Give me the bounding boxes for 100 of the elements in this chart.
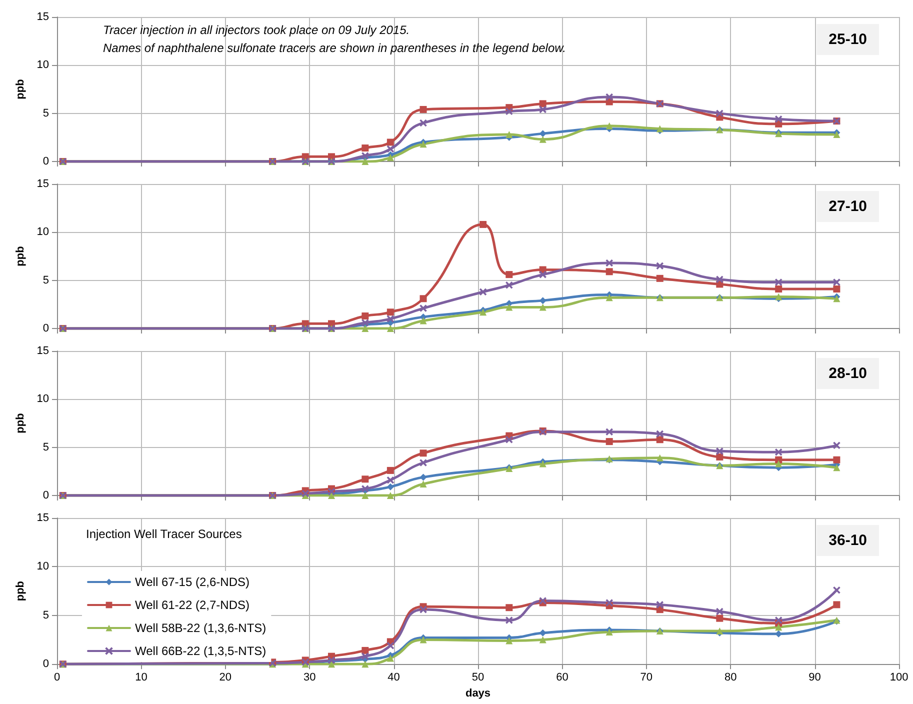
point	[419, 119, 428, 127]
annotation: Names of naphthalene sulfonate tracers are shown in parentheses in the legend below.	[103, 41, 566, 55]
point	[419, 458, 428, 467]
text: 25-10	[828, 31, 868, 48]
point	[606, 268, 613, 276]
point	[386, 466, 394, 474]
point	[506, 271, 513, 278]
point	[539, 636, 546, 644]
y-tick-label: 0	[42, 490, 49, 502]
point	[605, 93, 614, 101]
point	[605, 428, 614, 436]
y-tick-label: 15	[36, 11, 49, 23]
point	[833, 464, 840, 472]
point	[420, 317, 427, 324]
point	[506, 304, 513, 311]
point	[539, 297, 546, 304]
point	[361, 318, 370, 327]
legend-title: Injection Well Tracer Sources	[86, 527, 242, 541]
point	[606, 294, 613, 302]
point	[505, 616, 514, 624]
point	[538, 596, 547, 605]
point	[606, 122, 613, 130]
x-tick-label: 70	[640, 672, 653, 684]
point	[774, 616, 782, 624]
point	[362, 660, 369, 668]
point	[605, 598, 614, 607]
point	[656, 436, 664, 444]
y-tick-label: 15	[36, 178, 49, 190]
legend-label: Well 58B-22 (1,3,6-NTS)	[135, 621, 266, 635]
point	[361, 152, 370, 160]
point	[362, 312, 369, 320]
point	[361, 484, 370, 493]
point	[775, 460, 782, 468]
point	[539, 130, 546, 138]
point	[506, 637, 513, 644]
x-tick-label: 30	[303, 672, 316, 684]
point	[386, 325, 394, 332]
annotation: Tracer injection in all injectors took place on 09 July 2015.	[103, 23, 410, 37]
text: 36-10	[828, 532, 868, 549]
y-axis-title: ppb	[14, 580, 26, 602]
point	[775, 286, 782, 293]
legend-label: Well 61-22 (2,7-NDS)	[135, 598, 250, 612]
point	[656, 454, 664, 462]
point	[606, 438, 613, 446]
point	[539, 136, 546, 143]
y-axis-title: ppb	[14, 78, 26, 100]
x-tick-label: 100	[890, 672, 908, 684]
point	[832, 278, 841, 286]
y-tick-label: 5	[42, 107, 49, 120]
point	[386, 154, 394, 162]
point	[479, 288, 487, 296]
point	[505, 281, 514, 290]
y-axis-title: ppb	[14, 412, 26, 434]
y-tick-label: 15	[36, 345, 49, 357]
x-tick-label: 0	[54, 672, 60, 684]
point	[386, 654, 394, 662]
point	[716, 453, 724, 460]
point	[386, 314, 394, 323]
y-tick-label: 10	[36, 59, 49, 72]
legend-label: Well 67-15 (2,6-NDS)	[135, 575, 250, 589]
point	[716, 608, 724, 616]
point	[716, 614, 724, 622]
point	[362, 325, 369, 332]
y-tick-label: 5	[42, 274, 49, 286]
point	[386, 476, 394, 484]
point	[539, 629, 546, 636]
point	[480, 220, 487, 228]
point	[656, 600, 664, 609]
point	[386, 138, 394, 146]
point	[362, 492, 369, 499]
point	[386, 492, 394, 499]
point	[362, 646, 369, 654]
point	[832, 586, 841, 594]
y-axis-title: ppb	[14, 246, 26, 266]
point	[656, 262, 664, 270]
point	[386, 308, 394, 316]
y-tick-label: 10	[36, 226, 49, 238]
y-tick-label: 5	[42, 441, 49, 454]
point	[362, 158, 369, 165]
point	[386, 642, 394, 650]
point	[538, 106, 547, 114]
point	[328, 488, 336, 496]
point	[419, 606, 428, 614]
point	[420, 450, 427, 457]
point	[386, 483, 394, 490]
y-tick-label: 0	[42, 658, 49, 670]
point	[716, 275, 724, 284]
point	[833, 601, 840, 608]
point	[774, 115, 782, 124]
x-axis-title: days	[465, 688, 491, 700]
point	[362, 144, 369, 152]
point	[539, 100, 546, 108]
y-tick-label: 10	[36, 560, 49, 573]
point	[386, 145, 394, 153]
point	[419, 304, 428, 312]
x-tick-label: 10	[135, 672, 148, 684]
point	[832, 442, 841, 450]
y-tick-label: 0	[42, 322, 49, 334]
text: 28-10	[828, 365, 868, 382]
point	[420, 106, 427, 113]
